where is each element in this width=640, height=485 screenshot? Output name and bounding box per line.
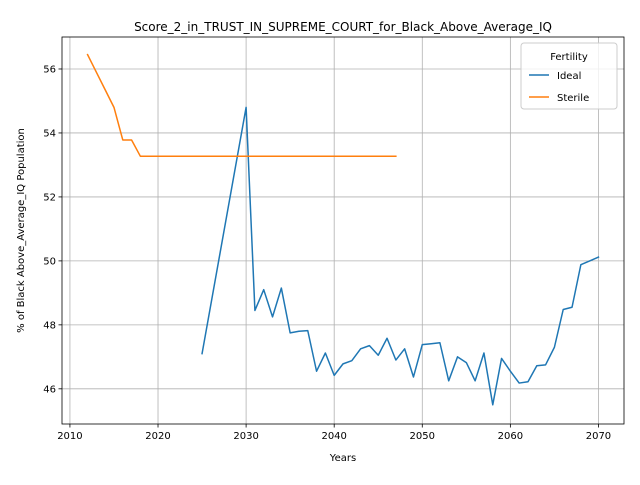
x-tick-label: 2050 [410,431,435,442]
y-tick-label: 46 [43,384,56,395]
y-tick-label: 54 [43,128,56,139]
series-line-sterile [86,53,397,158]
x-tick-label: 2070 [586,431,611,442]
legend-label-sterile: Sterile [557,93,589,104]
series-line-ideal [201,106,600,406]
chart-title: Score_2_in_TRUST_IN_SUPREME_COURT_for_Bl… [134,20,552,34]
x-axis-ticks: 2010 2020 2030 2040 2050 2060 2070 [57,424,611,442]
y-tick-label: 48 [43,320,56,331]
x-tick-label: 2010 [57,431,82,442]
x-tick-label: 2030 [233,431,258,442]
y-tick-label: 52 [43,192,56,203]
x-axis-label: Years [329,453,356,464]
legend-box [520,42,618,110]
y-tick-label: 56 [43,64,56,75]
x-tick-label: 2040 [321,431,346,442]
x-tick-label: 2060 [498,431,523,442]
grid-lines [62,37,624,424]
legend-label-ideal: Ideal [557,71,581,82]
legend-title: Fertility [550,52,588,63]
y-tick-label: 50 [43,256,56,267]
plot-series [86,53,600,406]
x-tick-label: 2020 [145,431,170,442]
y-axis-label: % of Black Above_Average_IQ Population [16,128,27,333]
y-axis-ticks: 46 48 50 52 54 56 [43,64,62,395]
legend: Fertility Ideal Sterile [520,42,618,110]
plot-frame [61,36,625,425]
